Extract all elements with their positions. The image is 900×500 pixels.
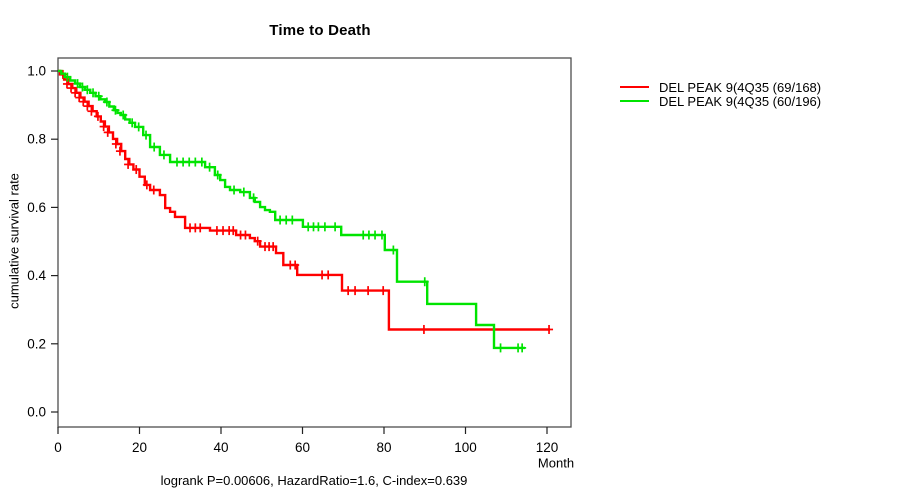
censor-marks-green xyxy=(63,72,527,353)
km-curve-green xyxy=(58,69,525,350)
y-tick-label: 0.4 xyxy=(27,268,46,283)
x-tick-label: 0 xyxy=(54,440,62,455)
legend-item-group1: DEL PEAK 9(4Q35 (69/168) xyxy=(620,79,822,95)
y-axis-ticks: 0.0 0.2 0.4 0.6 0.8 1.0 xyxy=(27,64,58,420)
x-tick-label: 40 xyxy=(213,440,228,455)
y-tick-label: 0.8 xyxy=(27,132,46,147)
x-axis-ticks: 0 20 40 60 80 100 120 xyxy=(54,427,558,455)
x-axis-title: Month xyxy=(537,455,575,471)
legend-line-red xyxy=(620,86,649,88)
censor-marks-red xyxy=(58,69,554,334)
km-curve-red xyxy=(58,69,550,331)
legend-item-group2: DEL PEAK 9(4Q35 (60/196) xyxy=(620,93,822,109)
legend-line-green xyxy=(620,100,649,102)
x-tick-label: 20 xyxy=(132,440,147,455)
plot-box xyxy=(57,57,572,428)
y-axis-title: cumulative survival rate xyxy=(6,173,22,309)
legend-label-group2: DEL PEAK 9(4Q35 (60/196) xyxy=(659,93,822,109)
stats-annotation: logrank P=0.00606, HazardRatio=1.6, C-in… xyxy=(160,473,468,488)
legend: DEL PEAK 9(4Q35 (69/168) DEL PEAK 9(4Q35… xyxy=(620,79,822,109)
x-tick-label: 100 xyxy=(454,440,477,455)
y-tick-label: 1.0 xyxy=(27,64,46,79)
y-tick-label: 0.2 xyxy=(27,336,46,351)
x-tick-label: 120 xyxy=(536,440,559,455)
chart-title: Time to Death xyxy=(269,22,371,39)
y-tick-label: 0.6 xyxy=(27,200,46,215)
y-tick-label: 0.0 xyxy=(27,405,46,420)
x-tick-label: 80 xyxy=(376,440,391,455)
x-tick-label: 60 xyxy=(295,440,310,455)
legend-label-group1: DEL PEAK 9(4Q35 (69/168) xyxy=(659,79,822,95)
